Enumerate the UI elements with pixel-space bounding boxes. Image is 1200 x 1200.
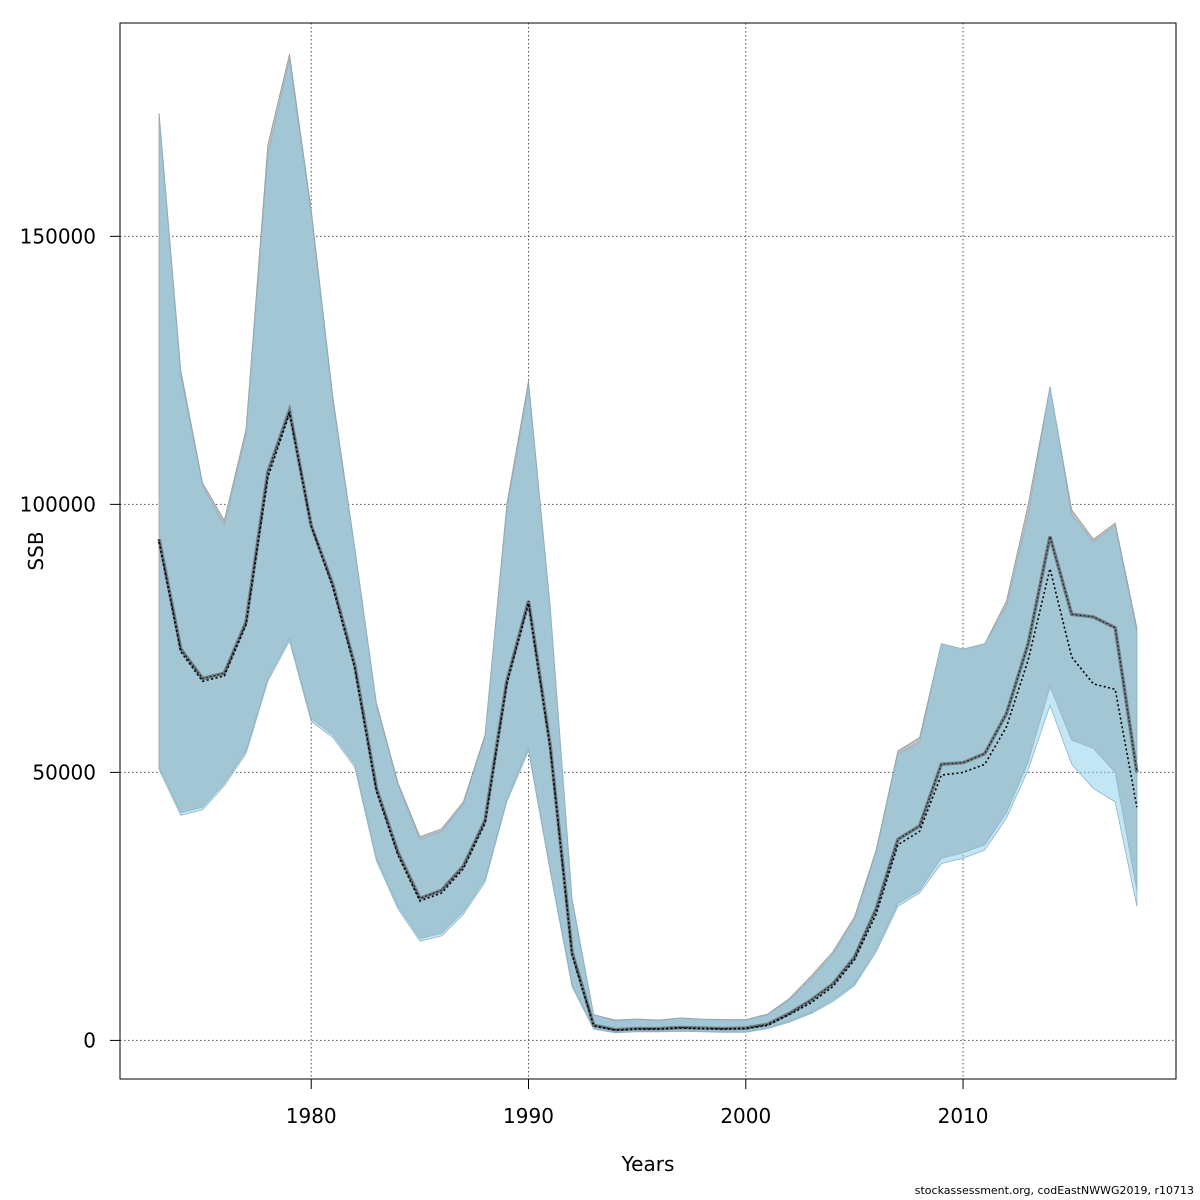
- y-tick-label: 150000: [20, 224, 96, 248]
- estimate-lines: [157, 403, 1139, 1032]
- confidence-band-blue: [158, 59, 1138, 1034]
- estimate-line-solid-core: [158, 408, 1138, 1031]
- plot-frame: [119, 22, 1177, 1080]
- y-axis-title: SSB: [24, 531, 48, 570]
- y-tick-label: 0: [83, 1028, 96, 1052]
- x-tick-label: 2010: [938, 1104, 989, 1128]
- estimate-line-dotted: [158, 410, 1138, 1032]
- confidence-bands: [158, 54, 1138, 1034]
- x-axis-title: Years: [621, 1152, 675, 1176]
- y-axis-ticks: 0 50000 100000 150000: [20, 224, 120, 1052]
- x-tick-label: 2000: [720, 1104, 771, 1128]
- x-tick-label: 1980: [286, 1104, 337, 1128]
- x-tick-label: 1990: [503, 1104, 554, 1128]
- y-tick-label: 50000: [32, 760, 96, 784]
- source-credit: stockassessment.org, codEastNWWG2019, r1…: [914, 1184, 1194, 1197]
- x-axis-ticks: 1980 1990 2000 2010: [286, 1079, 989, 1128]
- y-tick-label: 100000: [20, 492, 96, 516]
